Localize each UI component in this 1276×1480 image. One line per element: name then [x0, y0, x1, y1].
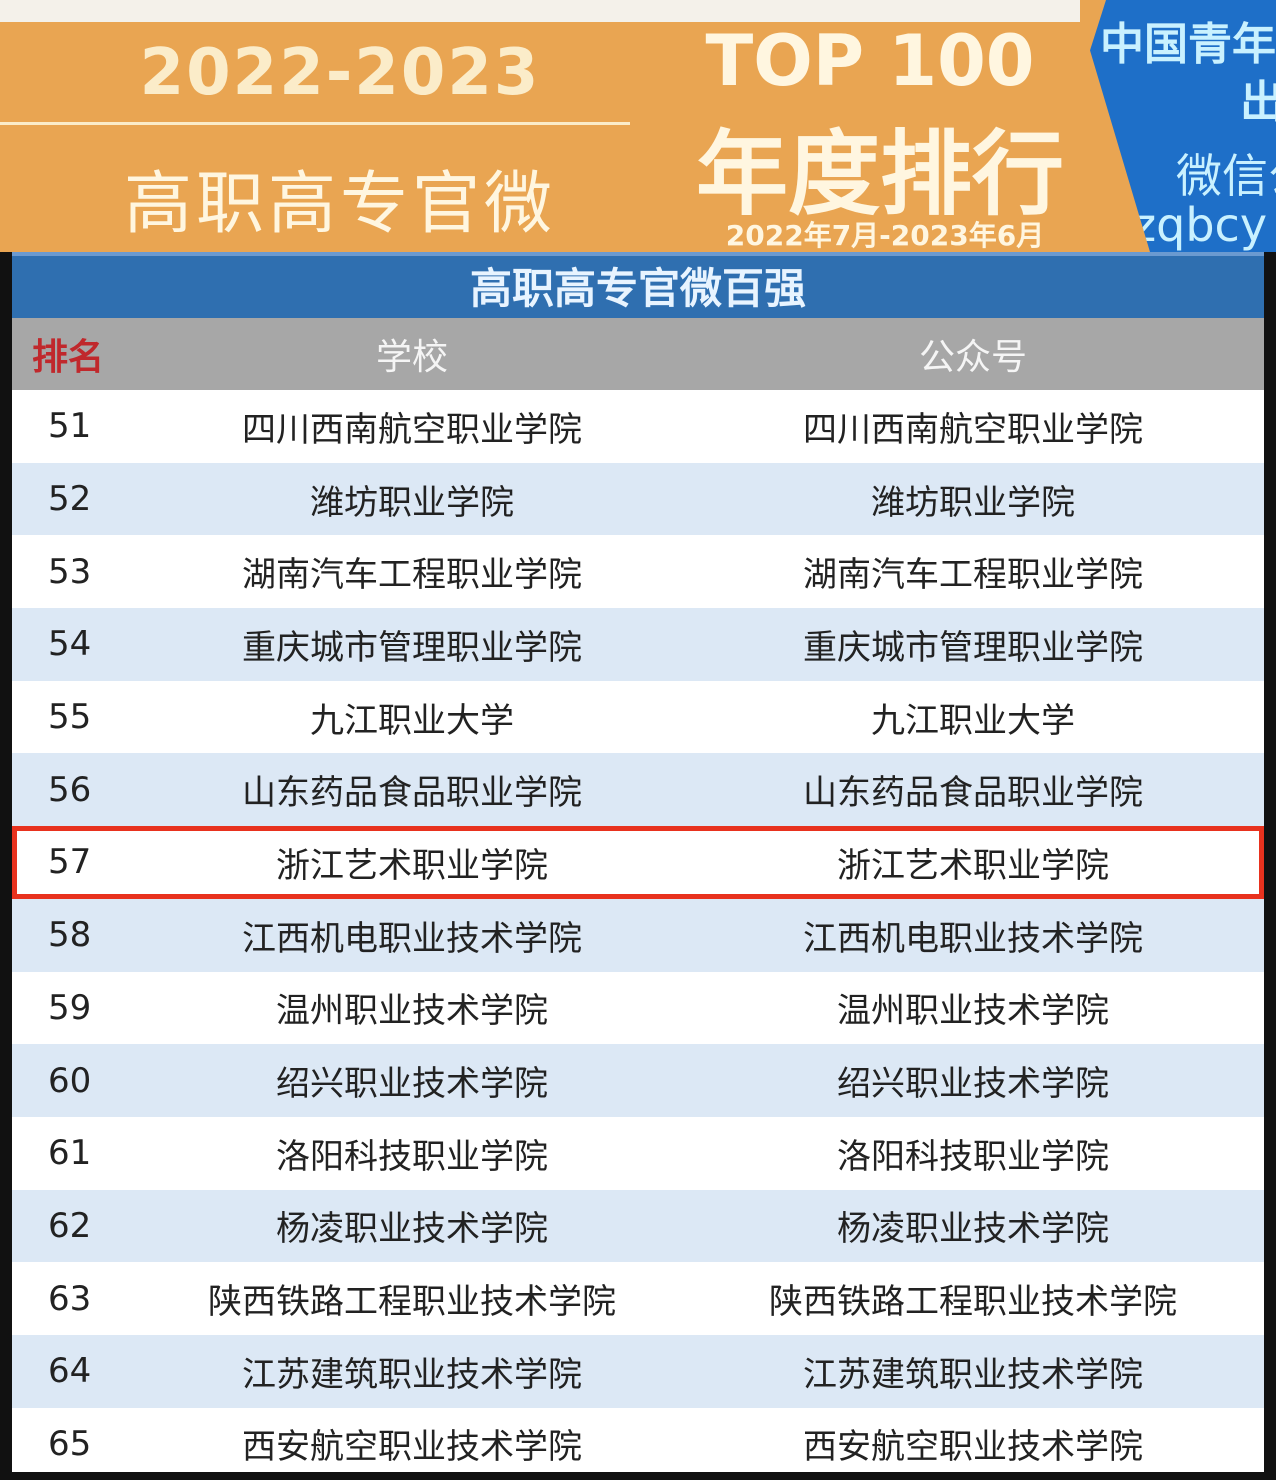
cell-account: 洛阳科技职业学院 [837, 1136, 1109, 1177]
cell-school: 潍坊职业学院 [310, 482, 514, 523]
cell-school: 陕西铁路工程职业技术学院 [208, 1282, 616, 1323]
cell-rank: 58 [48, 915, 92, 956]
cell-school: 山东药品食品职业学院 [242, 773, 582, 814]
table-row: 62 杨凌职业技术学院 杨凌职业技术学院 [12, 1189, 1264, 1263]
cell-school: 浙江艺术职业学院 [276, 845, 548, 886]
banner-period: 2022年7月-2023年6月 [725, 219, 1045, 252]
cell-rank: 61 [48, 1133, 92, 1174]
banner-subtitle: 高职高专官微 [123, 165, 556, 244]
banner-years: 2022-2023 [139, 36, 541, 110]
cell-school: 湖南汽车工程职业学院 [242, 555, 582, 596]
header-rank: 排名 [32, 337, 105, 378]
banner-top-strip [0, 0, 1080, 22]
cell-school: 洛阳科技职业学院 [276, 1136, 548, 1177]
cell-rank: 56 [48, 769, 92, 810]
cell-rank: 55 [48, 697, 92, 738]
table-row-highlighted: 57 浙江艺术职业学院 浙江艺术职业学院 [12, 826, 1264, 899]
cell-account: 重庆城市管理职业学院 [803, 627, 1143, 668]
cell-account: 江西机电职业技术学院 [803, 918, 1143, 959]
cell-rank: 64 [48, 1351, 92, 1392]
table-row: 64 江苏建筑职业技术学院 江苏建筑职业技术学院 [12, 1334, 1264, 1408]
table-body: 51 四川西南航空职业学院 四川西南航空职业学院 52 潍坊职业学院 潍坊职业学院 53 湖南… [12, 390, 1264, 1480]
cell-school: 江西机电职业技术学院 [242, 918, 582, 959]
publisher-line1: 中国青年 [1100, 19, 1276, 70]
cell-rank: 52 [48, 479, 92, 520]
cell-rank: 63 [48, 1278, 92, 1319]
publisher-line3: 微信公 [1176, 149, 1276, 203]
cell-rank: 59 [48, 987, 92, 1028]
header-account: 公众号 [918, 337, 1027, 378]
table-row: 53 湖南汽车工程职业学院 湖南汽车工程职业学院 [12, 535, 1264, 608]
publisher-line2: 出 [1240, 77, 1276, 128]
cell-school: 西安航空职业技术学院 [242, 1427, 582, 1468]
cell-school: 杨凌职业技术学院 [276, 1209, 548, 1250]
table-row: 51 四川西南航空职业学院 四川西南航空职业学院 [12, 390, 1264, 463]
table-row: 60 绍兴职业技术学院 绍兴职业技术学院 [12, 1044, 1264, 1117]
table-row: 65 西安航空职业技术学院 西安航空职业技术学院 [12, 1408, 1264, 1480]
cell-school: 九江职业大学 [310, 700, 514, 741]
cell-school: 江苏建筑职业技术学院 [242, 1354, 582, 1395]
ranking-table: 高职高专官微百强 排名 学校 公众号 51 四川西南航空职业学院 四川西南航空职业学… [12, 252, 1264, 1472]
cell-rank: 53 [48, 551, 92, 592]
cell-account: 陕西铁路工程职业技术学院 [769, 1282, 1177, 1323]
cell-account: 杨凌职业技术学院 [837, 1209, 1109, 1250]
cell-school: 四川西南航空职业学院 [242, 409, 582, 450]
cell-rank: 51 [48, 406, 92, 447]
publisher-badge: 中国青年 出 微信公 zqbcy [1090, 0, 1276, 252]
cell-rank: 62 [48, 1205, 92, 1246]
table-row: 58 江西机电职业技术学院 江西机电职业技术学院 [12, 898, 1264, 972]
cell-rank: 54 [48, 624, 92, 665]
cell-account: 温州职业技术学院 [837, 991, 1109, 1032]
table-row: 55 九江职业大学 九江职业大学 [12, 681, 1264, 754]
publisher-line4: zqbcy [1132, 198, 1268, 252]
table-row: 56 山东药品食品职业学院 山东药品食品职业学院 [12, 753, 1264, 827]
cell-account: 四川西南航空职业学院 [803, 409, 1143, 450]
cell-account: 湖南汽车工程职业学院 [803, 555, 1143, 596]
cell-school: 绍兴职业技术学院 [276, 1064, 548, 1105]
banner: 2022-2023 高职高专官微 TOP 100 年度排行榜 2022年7月-2… [0, 0, 1276, 252]
cell-school: 温州职业技术学院 [276, 991, 548, 1032]
table-row: 54 重庆城市管理职业学院 重庆城市管理职业学院 [12, 608, 1264, 681]
cell-account: 九江职业大学 [871, 700, 1075, 741]
table-header: 排名 学校 公众号 [12, 318, 1264, 390]
cell-account: 绍兴职业技术学院 [837, 1064, 1109, 1105]
cell-account: 潍坊职业学院 [871, 482, 1075, 523]
table-row: 59 温州职业技术学院 温州职业技术学院 [12, 972, 1264, 1045]
table-title: 高职高专官微百强 [12, 252, 1264, 318]
table-row: 63 陕西铁路工程职业技术学院 陕西铁路工程职业技术学院 [12, 1262, 1264, 1335]
table-row: 61 洛阳科技职业学院 洛阳科技职业学院 [12, 1117, 1264, 1190]
banner-divider [0, 122, 630, 125]
cell-school: 重庆城市管理职业学院 [242, 627, 582, 668]
cell-rank: 65 [48, 1423, 92, 1464]
cell-rank: 60 [48, 1060, 92, 1101]
cell-account: 江苏建筑职业技术学院 [803, 1354, 1143, 1395]
banner-top100: TOP 100 [705, 20, 1035, 102]
banner-annual-ranking: 年度排行榜 [695, 121, 1064, 228]
header-school: 学校 [375, 337, 448, 378]
table-row: 52 潍坊职业学院 潍坊职业学院 [12, 462, 1264, 536]
cell-account: 浙江艺术职业学院 [837, 845, 1109, 886]
cell-account: 西安航空职业技术学院 [803, 1427, 1143, 1468]
cell-rank: 57 [48, 842, 92, 883]
cell-account: 山东药品食品职业学院 [803, 773, 1143, 814]
